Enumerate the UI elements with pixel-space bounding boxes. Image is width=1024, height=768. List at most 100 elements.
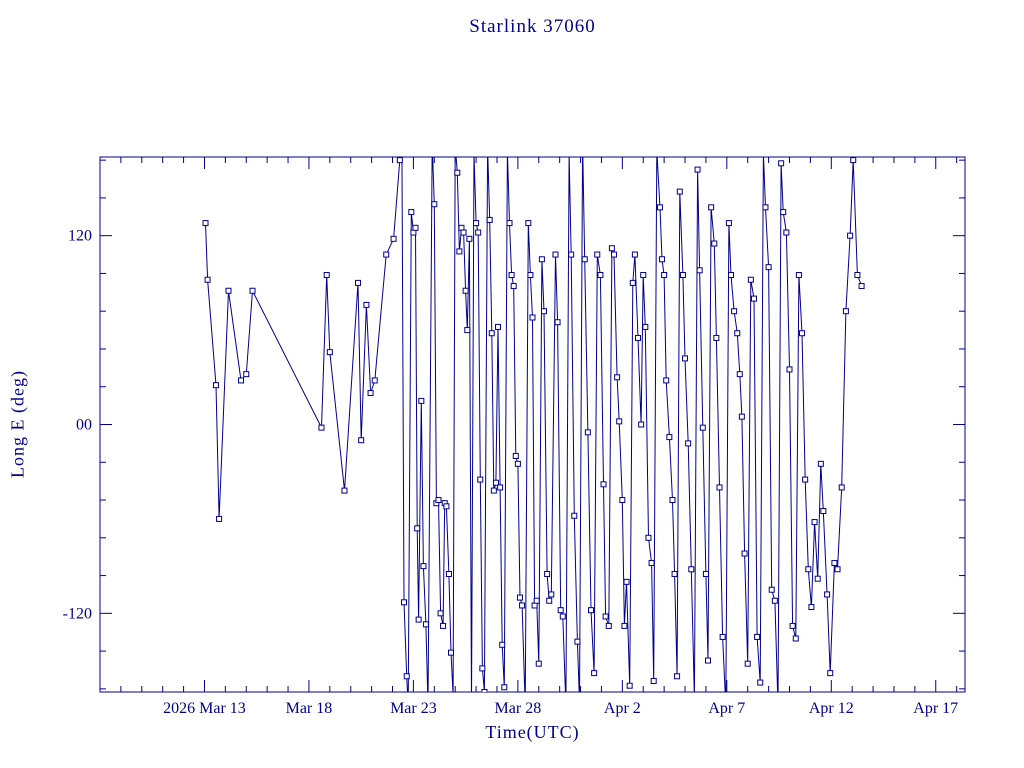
x-tick-label: 2026 Mar 13	[163, 700, 246, 717]
data-point-marker	[403, 673, 410, 680]
data-point-marker	[497, 484, 504, 491]
data-point-marker	[694, 166, 701, 173]
data-point-marker	[454, 169, 461, 176]
data-point-marker	[501, 684, 508, 691]
data-point-marker	[631, 251, 638, 258]
data-point-marker	[466, 235, 473, 242]
data-point-marker	[638, 421, 645, 428]
data-point-marker	[563, 704, 568, 709]
data-point-marker	[817, 460, 824, 467]
data-point-marker	[516, 594, 523, 601]
data-point-marker	[780, 209, 787, 216]
data-point-marker	[671, 570, 678, 577]
data-point-marker	[243, 371, 250, 378]
data-point-marker	[559, 613, 566, 620]
data-point-marker	[831, 559, 838, 566]
data-point-marker	[834, 566, 841, 573]
data-point-marker	[685, 440, 692, 447]
plot-frame	[99, 156, 966, 693]
data-point-marker	[679, 272, 686, 279]
data-point-marker	[453, 142, 458, 147]
data-point-marker	[390, 235, 397, 242]
data-point-marker	[610, 251, 617, 258]
data-point-marker	[546, 597, 553, 604]
data-point-marker	[437, 610, 444, 617]
data-point-marker	[485, 145, 490, 150]
data-point-marker	[363, 301, 370, 308]
data-point-marker	[640, 272, 647, 279]
data-point-marker	[605, 622, 612, 629]
data-point-marker	[802, 476, 809, 483]
data-point-marker	[535, 660, 542, 667]
data-point-marker	[854, 272, 861, 279]
data-point-marker	[490, 487, 497, 494]
data-point-marker	[762, 204, 769, 211]
data-point-marker	[519, 602, 526, 609]
data-point-marker	[654, 148, 659, 153]
data-point-marker	[238, 377, 245, 384]
x-tick-label: Mar 23	[390, 700, 437, 717]
data-point-marker	[367, 390, 374, 397]
data-point-marker	[460, 229, 467, 236]
data-point-marker	[486, 216, 493, 223]
data-point-marker	[225, 287, 232, 294]
data-point-marker	[811, 519, 818, 526]
data-point-marker	[808, 604, 815, 611]
data-point-marker	[824, 591, 831, 598]
x-tick-label: Apr 17	[913, 700, 958, 717]
data-point-marker	[663, 377, 670, 384]
data-point-marker	[383, 251, 390, 258]
data-point-marker	[702, 570, 709, 577]
data-point-marker	[635, 334, 642, 341]
data-point-marker	[757, 679, 764, 686]
y-tick-label: 120	[68, 228, 92, 245]
data-point-marker	[448, 649, 455, 656]
data-point-marker	[574, 638, 581, 645]
x-tick-label: Mar 28	[495, 700, 542, 717]
data-point-marker	[464, 327, 471, 334]
x-tick-label: Mar 18	[286, 700, 333, 717]
data-point-marker	[326, 349, 333, 356]
data-point-marker	[525, 220, 532, 227]
data-point-marker	[216, 515, 223, 522]
data-point-marker	[475, 229, 482, 236]
data-point-marker	[462, 287, 469, 294]
series-line	[205, 157, 863, 692]
data-point-marker	[396, 157, 403, 164]
data-point-marker	[741, 550, 748, 557]
data-point-marker	[629, 279, 636, 286]
data-point-marker	[827, 670, 834, 677]
data-point-marker	[568, 251, 575, 258]
data-point-marker	[731, 308, 738, 315]
x-tick-label: Apr 12	[809, 700, 854, 717]
data-point-marker	[506, 220, 513, 227]
data-point-marker	[456, 248, 463, 255]
data-point-marker	[719, 633, 726, 640]
data-point-marker	[648, 559, 655, 566]
data-point-marker	[738, 413, 745, 420]
data-point-marker	[510, 283, 517, 290]
data-point-marker	[725, 220, 732, 227]
data-point-marker	[445, 570, 452, 577]
data-point-marker	[588, 607, 595, 614]
data-point-marker	[747, 276, 754, 283]
data-point-marker	[642, 323, 649, 330]
data-point-marker	[619, 497, 626, 504]
data-point-marker	[778, 160, 785, 167]
data-point-marker	[577, 699, 582, 704]
data-point-marker	[512, 452, 519, 459]
data-point-marker	[469, 704, 474, 709]
data-point-marker	[688, 566, 695, 573]
data-point-marker	[544, 570, 551, 577]
data-point-marker	[399, 140, 404, 145]
data-point-marker	[443, 503, 450, 510]
data-point-marker	[538, 256, 545, 263]
data-point-marker	[659, 256, 666, 263]
data-point-marker	[552, 251, 559, 258]
data-point-marker	[850, 157, 857, 164]
data-point-marker	[761, 151, 766, 156]
data-point-marker	[571, 512, 578, 519]
data-point-marker	[202, 220, 209, 227]
